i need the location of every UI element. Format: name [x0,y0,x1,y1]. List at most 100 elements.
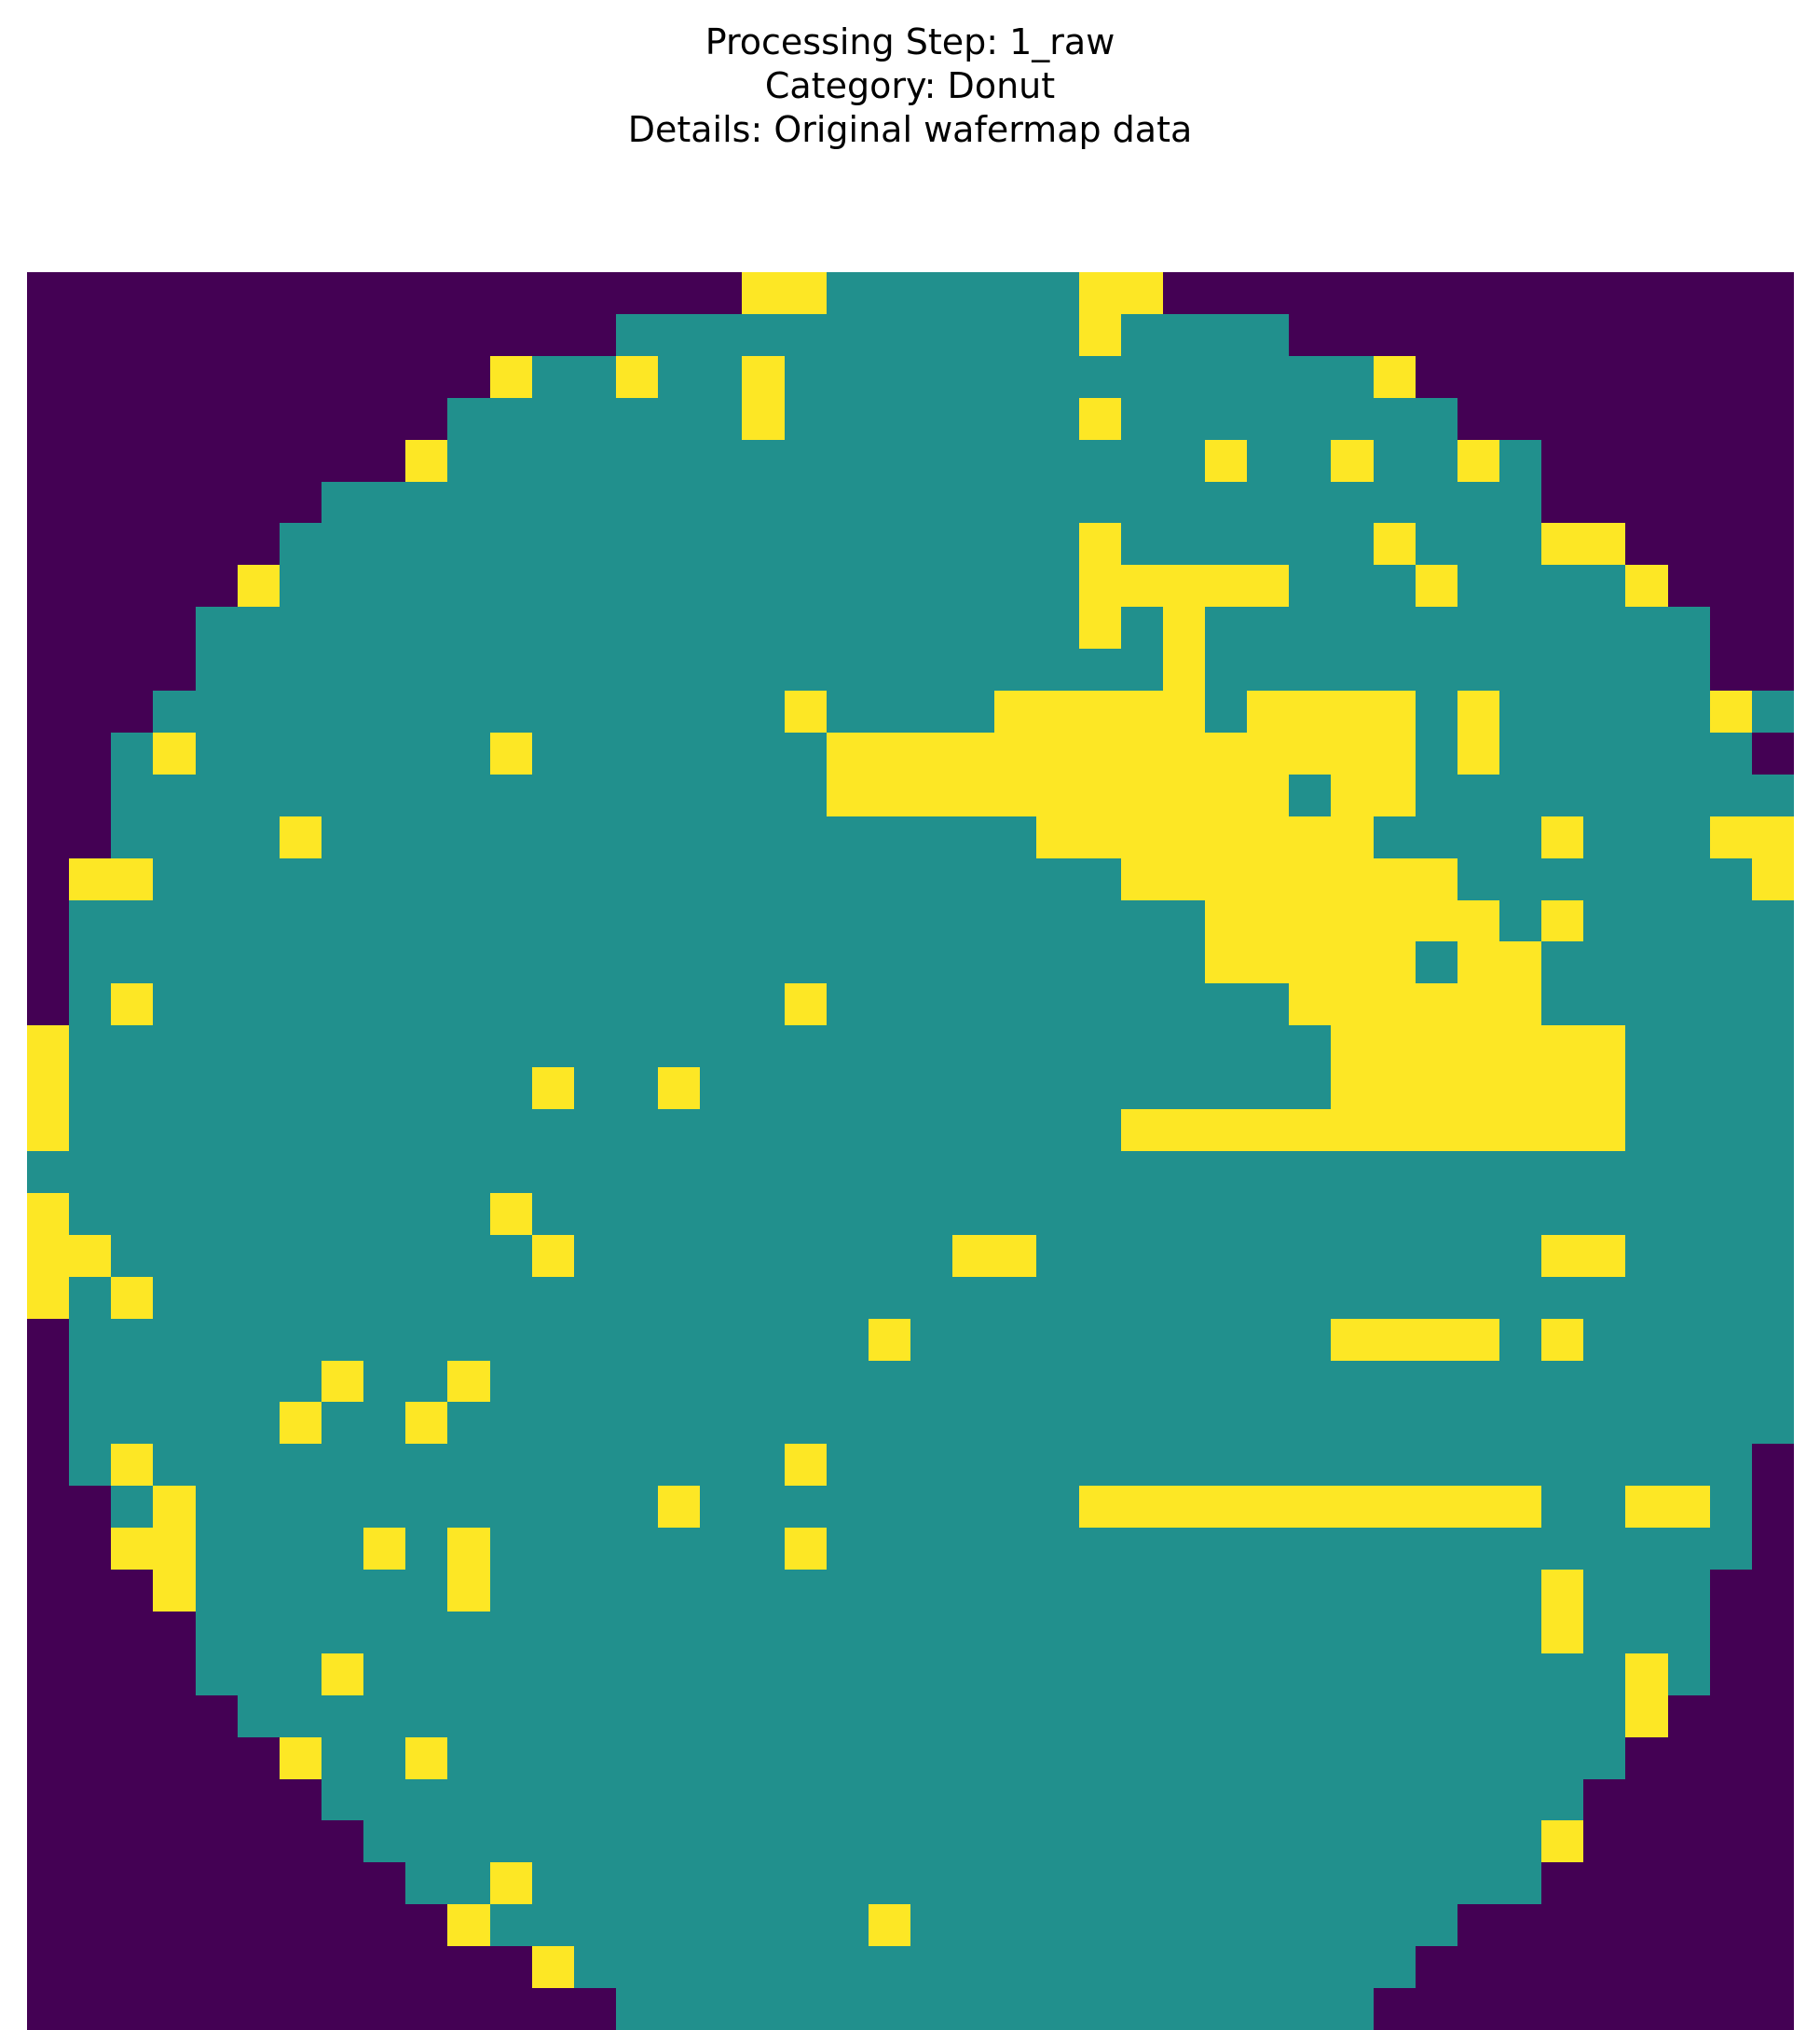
pass-die-cell [1625,775,1668,816]
fail-die-cell [1541,523,1583,565]
pass-die-cell [952,941,994,983]
pass-die-cell [1079,1904,1121,1946]
pass-die-cell [490,775,532,816]
pass-die-cell [1036,1067,1079,1109]
pass-die-cell [1583,1486,1625,1528]
pass-die-cell [1541,1528,1583,1570]
off-wafer-cell [238,272,280,314]
pass-die-cell [1625,858,1668,900]
fail-die-cell [1710,691,1752,733]
pass-die-cell [616,900,658,941]
pass-die-cell [1289,1319,1331,1361]
pass-die-cell [952,1277,994,1319]
pass-die-cell [1710,1528,1752,1570]
pass-die-cell [1247,1151,1289,1193]
pass-die-cell [1752,1025,1794,1067]
fail-die-cell [27,1025,69,1067]
fail-die-cell [1331,440,1374,482]
pass-die-cell [238,1653,280,1695]
off-wafer-cell [322,314,363,356]
fail-die-cell [1289,1486,1331,1528]
pass-die-cell [700,941,742,983]
pass-die-cell [1289,607,1331,649]
pass-die-cell [869,1862,910,1904]
pass-die-cell [1036,1444,1079,1486]
pass-die-cell [153,1109,196,1151]
off-wafer-cell [405,1946,447,1988]
fail-die-cell [1331,1109,1374,1151]
pass-die-cell [616,565,658,607]
fail-die-cell [490,1193,532,1235]
pass-die-cell [616,1988,658,2030]
pass-die-cell [1457,816,1499,858]
pass-die-cell [1121,607,1163,649]
off-wafer-cell [111,1612,153,1653]
off-wafer-cell [69,733,111,775]
off-wafer-cell [69,816,111,858]
pass-die-cell [532,1612,574,1653]
pass-die-cell [490,1277,532,1319]
off-wafer-cell [153,565,196,607]
fail-die-cell [447,1570,490,1612]
pass-die-cell [910,941,952,983]
pass-die-cell [1247,1612,1289,1653]
fail-die-cell [827,733,869,775]
pass-die-cell [1331,1402,1374,1444]
pass-die-cell [827,1862,869,1904]
pass-die-cell [111,1151,153,1193]
pass-die-cell [1374,482,1416,523]
pass-die-cell [574,1151,616,1193]
pass-die-cell [405,1067,447,1109]
pass-die-cell [1499,900,1541,941]
pass-die-cell [532,1486,574,1528]
pass-die-cell [827,900,869,941]
pass-die-cell [700,1361,742,1402]
off-wafer-cell [574,272,616,314]
pass-die-cell [1121,1653,1163,1695]
off-wafer-cell [27,1862,69,1904]
pass-die-cell [111,1486,153,1528]
off-wafer-cell [1752,1570,1794,1612]
fail-die-cell [1247,900,1289,941]
pass-die-cell [952,1067,994,1109]
fail-die-cell [1121,816,1163,858]
pass-die-cell [827,1235,869,1277]
pass-die-cell [447,1235,490,1277]
pass-die-cell [1625,1444,1668,1486]
pass-die-cell [1163,523,1205,565]
fail-die-cell [1036,733,1079,775]
fail-die-cell [1374,1067,1416,1109]
off-wafer-cell [1583,1946,1625,1988]
pass-die-cell [1416,941,1457,983]
pass-die-cell [1121,1820,1163,1862]
pass-die-cell [910,1570,952,1612]
pass-die-cell [1121,900,1163,941]
off-wafer-cell [1541,356,1583,398]
fail-die-cell [1331,941,1374,983]
off-wafer-cell [1374,272,1416,314]
pass-die-cell [363,1653,405,1695]
pass-die-cell [994,314,1036,356]
pass-die-cell [952,900,994,941]
fail-die-cell [1205,775,1247,816]
pass-die-cell [574,1820,616,1862]
off-wafer-cell [1499,272,1541,314]
pass-die-cell [742,816,785,858]
off-wafer-cell [280,314,322,356]
off-wafer-cell [196,1904,238,1946]
pass-die-cell [1079,440,1121,482]
off-wafer-cell [153,649,196,691]
pass-die-cell [1416,1277,1457,1319]
pass-die-cell [910,900,952,941]
pass-die-cell [1499,733,1541,775]
pass-die-cell [574,1946,616,1988]
pass-die-cell [405,565,447,607]
pass-die-cell [1583,1277,1625,1319]
pass-die-cell [616,314,658,356]
pass-die-cell [1163,941,1205,983]
pass-die-cell [994,1193,1036,1235]
pass-die-cell [1374,1946,1416,1988]
pass-die-cell [405,691,447,733]
pass-die-cell [363,482,405,523]
pass-die-cell [532,607,574,649]
